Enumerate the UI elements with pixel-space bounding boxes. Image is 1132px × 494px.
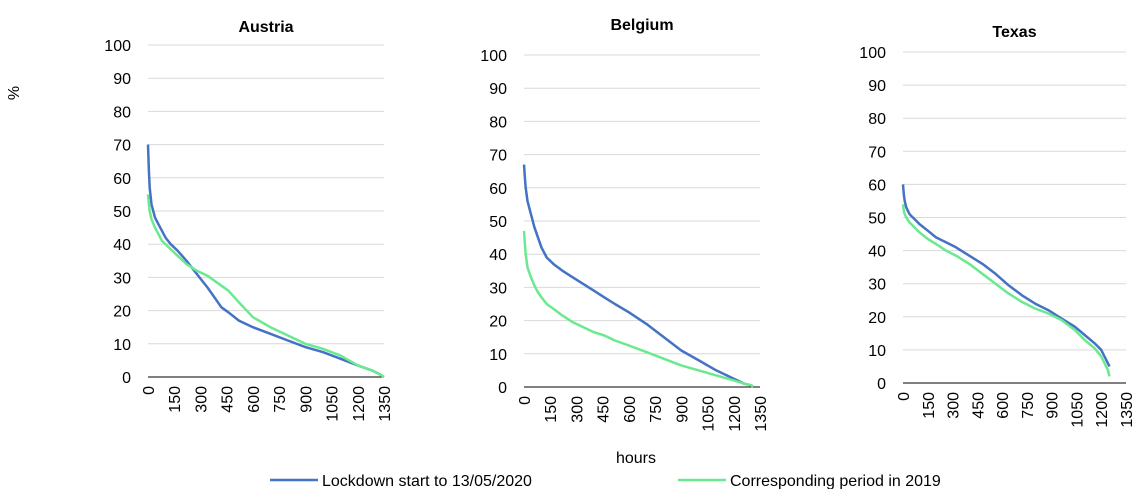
x-tick-label-texas-450: 450 — [970, 392, 987, 419]
legend: Lockdown start to 13/05/2020 Correspondi… — [270, 473, 941, 490]
series-line-texas-lockdown — [901, 184, 1111, 367]
x-tick-label-belgium-1200: 1200 — [727, 396, 744, 432]
y-tick-label-texas-50: 50 — [868, 211, 886, 228]
x-tick-label-texas-150: 150 — [921, 392, 938, 419]
y-tick-label-texas-20: 20 — [868, 310, 886, 327]
x-tick-label-belgium-450: 450 — [596, 396, 613, 423]
y-tick-label-belgium-60: 60 — [489, 181, 507, 198]
y-tick-label-belgium-90: 90 — [489, 81, 507, 98]
panel-austria: Austria 0 10 20 30 40 50 60 70 80 90 100 0 150 300 450 6… — [104, 19, 394, 422]
y-tick-label-texas-40: 40 — [868, 244, 886, 261]
x-tick-label-austria-150: 150 — [167, 386, 184, 413]
x-tick-label-belgium-150: 150 — [543, 396, 560, 423]
y-tick-label-belgium-10: 10 — [489, 347, 507, 364]
y-tick-label-belgium-0: 0 — [498, 380, 507, 397]
y-tick-label-austria-100: 100 — [104, 38, 131, 55]
chart-title-texas: Texas — [992, 24, 1036, 41]
panel-texas: Texas 0 10 20 30 40 50 60 70 80 90 100 0 150 300 450 600… — [859, 24, 1132, 428]
y-tick-label-texas-30: 30 — [868, 277, 886, 294]
x-tick-label-belgium-1050: 1050 — [701, 396, 718, 432]
x-tick-label-texas-1350: 1350 — [1119, 392, 1132, 428]
series-line-austria-2019 — [146, 194, 385, 379]
x-tick-label-texas-0: 0 — [896, 392, 913, 401]
x-tick-label-austria-900: 900 — [298, 386, 315, 413]
x-tick-label-texas-300: 300 — [946, 392, 963, 419]
y-tick-label-belgium-20: 20 — [489, 314, 507, 331]
y-tick-label-austria-20: 20 — [113, 304, 131, 321]
x-tick-label-austria-1200: 1200 — [351, 386, 368, 422]
chart-title-belgium: Belgium — [610, 17, 673, 34]
y-tick-label-belgium-50: 50 — [489, 214, 507, 231]
y-tick-label-belgium-80: 80 — [489, 114, 507, 131]
y-tick-label-texas-100: 100 — [859, 45, 886, 62]
x-tick-label-austria-300: 300 — [193, 386, 210, 413]
x-tick-label-austria-750: 750 — [272, 386, 289, 413]
y-tick-label-austria-60: 60 — [113, 171, 131, 188]
y-tick-label-belgium-100: 100 — [480, 48, 507, 65]
y-tick-label-austria-50: 50 — [113, 204, 131, 221]
panel-belgium: Belgium 0 10 20 30 40 50 60 70 80 90 100 0 150 300 450 6… — [480, 17, 770, 432]
y-tick-label-austria-80: 80 — [113, 104, 131, 121]
y-tick-label-austria-90: 90 — [113, 71, 131, 88]
x-tick-label-belgium-300: 300 — [569, 396, 586, 423]
x-tick-label-texas-1050: 1050 — [1069, 392, 1086, 428]
y-tick-label-austria-70: 70 — [113, 138, 131, 155]
y-tick-label-austria-30: 30 — [113, 270, 131, 287]
y-tick-label-texas-70: 70 — [868, 144, 886, 161]
y-unit-label: % — [6, 86, 23, 100]
x-tick-label-texas-750: 750 — [1020, 392, 1037, 419]
y-tick-label-austria-0: 0 — [122, 370, 131, 387]
y-tick-label-belgium-30: 30 — [489, 280, 507, 297]
y-tick-label-belgium-40: 40 — [489, 247, 507, 264]
x-tick-label-belgium-600: 600 — [622, 396, 639, 423]
x-tick-label-texas-900: 900 — [1045, 392, 1062, 419]
series-line-belgium-2019 — [522, 230, 754, 388]
y-tick-label-texas-60: 60 — [868, 177, 886, 194]
x-tick-label-austria-450: 450 — [220, 386, 237, 413]
x-tick-label-belgium-0: 0 — [517, 396, 534, 405]
legend-label-lockdown: Lockdown start to 13/05/2020 — [322, 473, 532, 489]
y-tick-label-belgium-70: 70 — [489, 148, 507, 165]
series-line-texas-2019 — [901, 204, 1111, 377]
y-tick-label-texas-90: 90 — [868, 78, 886, 95]
y-tick-label-austria-10: 10 — [113, 337, 131, 354]
x-tick-label-texas-600: 600 — [995, 392, 1012, 419]
x-axis-label: hours — [616, 450, 656, 467]
x-tick-label-belgium-1350: 1350 — [753, 396, 770, 432]
x-tick-label-belgium-750: 750 — [648, 396, 665, 423]
x-tick-label-belgium-900: 900 — [674, 396, 691, 423]
chart-title-austria: Austria — [238, 19, 293, 36]
x-tick-label-texas-1200: 1200 — [1094, 392, 1111, 428]
x-tick-label-austria-1050: 1050 — [325, 386, 342, 422]
series-line-belgium-lockdown — [522, 164, 754, 388]
legend-label-2019: Corresponding period in 2019 — [730, 473, 941, 489]
x-tick-label-austria-600: 600 — [246, 386, 263, 413]
y-tick-label-texas-80: 80 — [868, 111, 886, 128]
y-tick-label-texas-10: 10 — [868, 343, 886, 360]
y-tick-label-austria-40: 40 — [113, 237, 131, 254]
y-tick-label-texas-0: 0 — [877, 376, 886, 393]
x-tick-label-austria-0: 0 — [141, 386, 158, 395]
x-tick-label-austria-1350: 1350 — [377, 386, 394, 422]
series-line-austria-lockdown — [146, 144, 385, 379]
